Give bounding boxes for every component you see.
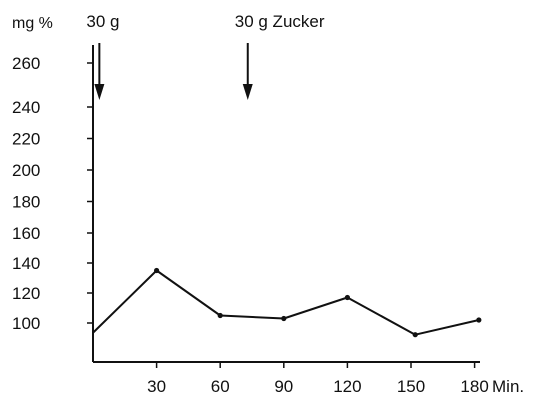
annotation-label: 30 g: [86, 12, 119, 31]
y-tick-label: 100: [12, 314, 40, 333]
data-point: [412, 332, 418, 338]
x-tick-label: 60: [211, 377, 230, 396]
arrow-down-icon: [94, 84, 105, 100]
data-point: [476, 317, 482, 323]
x-tick-label: 180: [460, 377, 488, 396]
data-point: [217, 312, 223, 319]
x-tick-label: 150: [397, 377, 425, 396]
y-tick-label: 160: [12, 224, 40, 243]
y-tick-label: 240: [12, 98, 40, 117]
annotation-label: 30 g Zucker: [235, 12, 325, 31]
y-tick-label: 260: [12, 54, 40, 73]
series-line: [92, 269, 480, 336]
x-unit-label: Min.: [492, 377, 524, 396]
data-point: [281, 315, 287, 322]
x-tick-label: 30: [147, 377, 166, 396]
y-tick-label: 200: [12, 161, 40, 180]
y-tick-label: 120: [12, 284, 40, 303]
y-unit-label: mg %: [12, 15, 53, 32]
y-tick-label: 220: [12, 130, 40, 149]
arrow-down-icon: [242, 84, 253, 100]
y-tick-label: 180: [12, 193, 40, 212]
x-tick-label: 120: [333, 377, 361, 396]
data-point: [154, 267, 160, 274]
x-tick-label: 90: [274, 377, 293, 396]
data-point: [344, 294, 350, 301]
y-tick-label: 140: [12, 254, 40, 273]
